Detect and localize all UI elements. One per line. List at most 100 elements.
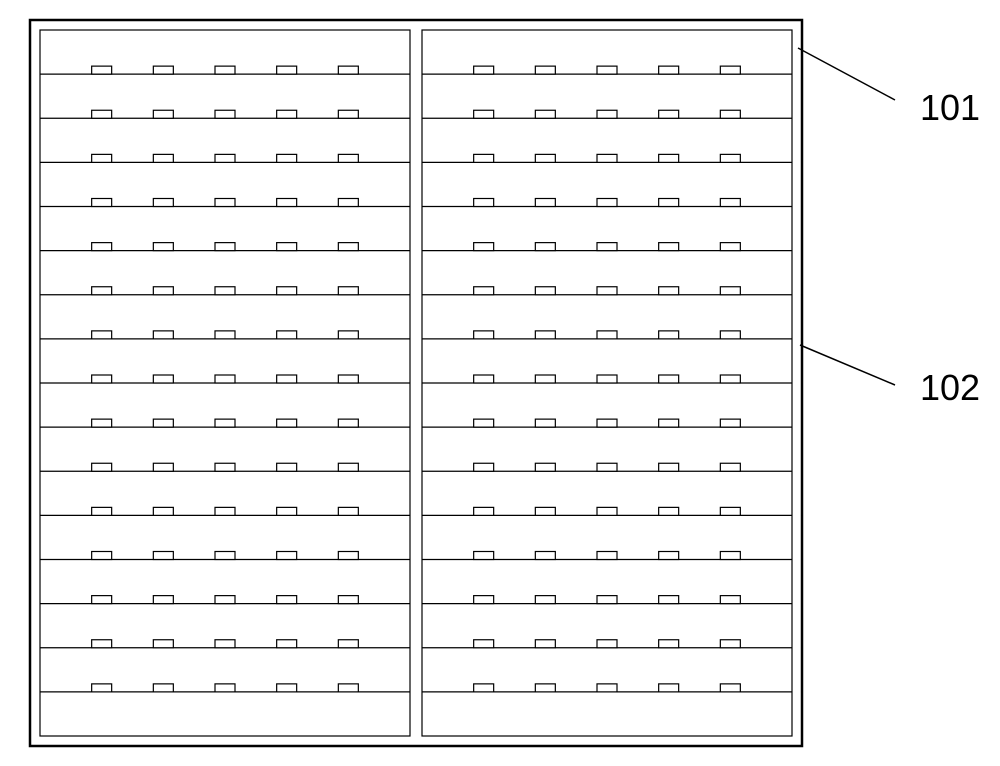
tab — [338, 331, 358, 339]
tab — [474, 66, 494, 74]
tab — [215, 507, 235, 515]
tab — [277, 199, 297, 207]
tab — [92, 596, 112, 604]
tab — [535, 154, 555, 162]
tab — [338, 463, 358, 471]
tab — [92, 154, 112, 162]
tab — [153, 154, 173, 162]
tab — [215, 154, 235, 162]
tab — [597, 331, 617, 339]
tab — [535, 507, 555, 515]
tab — [720, 684, 740, 692]
tab — [153, 66, 173, 74]
tab — [720, 110, 740, 118]
tab — [597, 596, 617, 604]
tab — [597, 684, 617, 692]
tab — [535, 66, 555, 74]
tab — [277, 66, 297, 74]
tab — [215, 331, 235, 339]
tab — [92, 507, 112, 515]
tab — [474, 110, 494, 118]
tab — [338, 419, 358, 427]
tab — [535, 419, 555, 427]
tab — [659, 640, 679, 648]
tab — [659, 154, 679, 162]
tab — [277, 507, 297, 515]
tab — [720, 243, 740, 251]
tab — [597, 287, 617, 295]
tab — [153, 596, 173, 604]
tab — [215, 243, 235, 251]
label-102: 102 — [920, 367, 980, 408]
tab — [215, 199, 235, 207]
tab — [597, 419, 617, 427]
tab — [474, 552, 494, 560]
tab — [338, 287, 358, 295]
tab — [474, 199, 494, 207]
tab — [597, 640, 617, 648]
tab — [338, 375, 358, 383]
tab — [338, 110, 358, 118]
tab — [277, 287, 297, 295]
tab — [597, 199, 617, 207]
tab — [659, 684, 679, 692]
tab — [659, 110, 679, 118]
tab — [535, 331, 555, 339]
tab — [720, 463, 740, 471]
tab — [597, 243, 617, 251]
tab — [720, 552, 740, 560]
tab — [277, 596, 297, 604]
tab — [720, 66, 740, 74]
tab — [277, 552, 297, 560]
tab — [153, 287, 173, 295]
tab — [92, 331, 112, 339]
tab — [535, 596, 555, 604]
tab — [92, 110, 112, 118]
tab — [474, 640, 494, 648]
tab — [338, 154, 358, 162]
tab — [474, 419, 494, 427]
tab — [659, 419, 679, 427]
tab — [535, 287, 555, 295]
tab — [659, 66, 679, 74]
tab — [338, 199, 358, 207]
tab — [597, 463, 617, 471]
diagram-container: 101102 — [0, 0, 1000, 766]
tab — [474, 375, 494, 383]
tab — [277, 243, 297, 251]
tab — [474, 507, 494, 515]
tab — [215, 463, 235, 471]
tab — [720, 640, 740, 648]
tab — [474, 331, 494, 339]
tab — [215, 110, 235, 118]
tab — [92, 66, 112, 74]
tab — [277, 110, 297, 118]
tab — [720, 507, 740, 515]
tab — [215, 375, 235, 383]
tab — [153, 463, 173, 471]
tab — [277, 331, 297, 339]
tab — [277, 154, 297, 162]
tab — [153, 243, 173, 251]
tab — [597, 66, 617, 74]
tab — [92, 552, 112, 560]
leader-line — [798, 48, 895, 100]
diagram-svg: 101102 — [0, 0, 1000, 766]
tab — [535, 552, 555, 560]
tab — [215, 287, 235, 295]
tab — [215, 640, 235, 648]
tab — [474, 287, 494, 295]
tab — [338, 640, 358, 648]
tab — [338, 507, 358, 515]
tab — [720, 154, 740, 162]
tab — [659, 199, 679, 207]
tab — [659, 596, 679, 604]
tab — [659, 507, 679, 515]
tab — [153, 110, 173, 118]
tab — [277, 684, 297, 692]
tab — [338, 552, 358, 560]
tab — [535, 199, 555, 207]
tab — [659, 552, 679, 560]
tab — [659, 375, 679, 383]
tab — [720, 375, 740, 383]
